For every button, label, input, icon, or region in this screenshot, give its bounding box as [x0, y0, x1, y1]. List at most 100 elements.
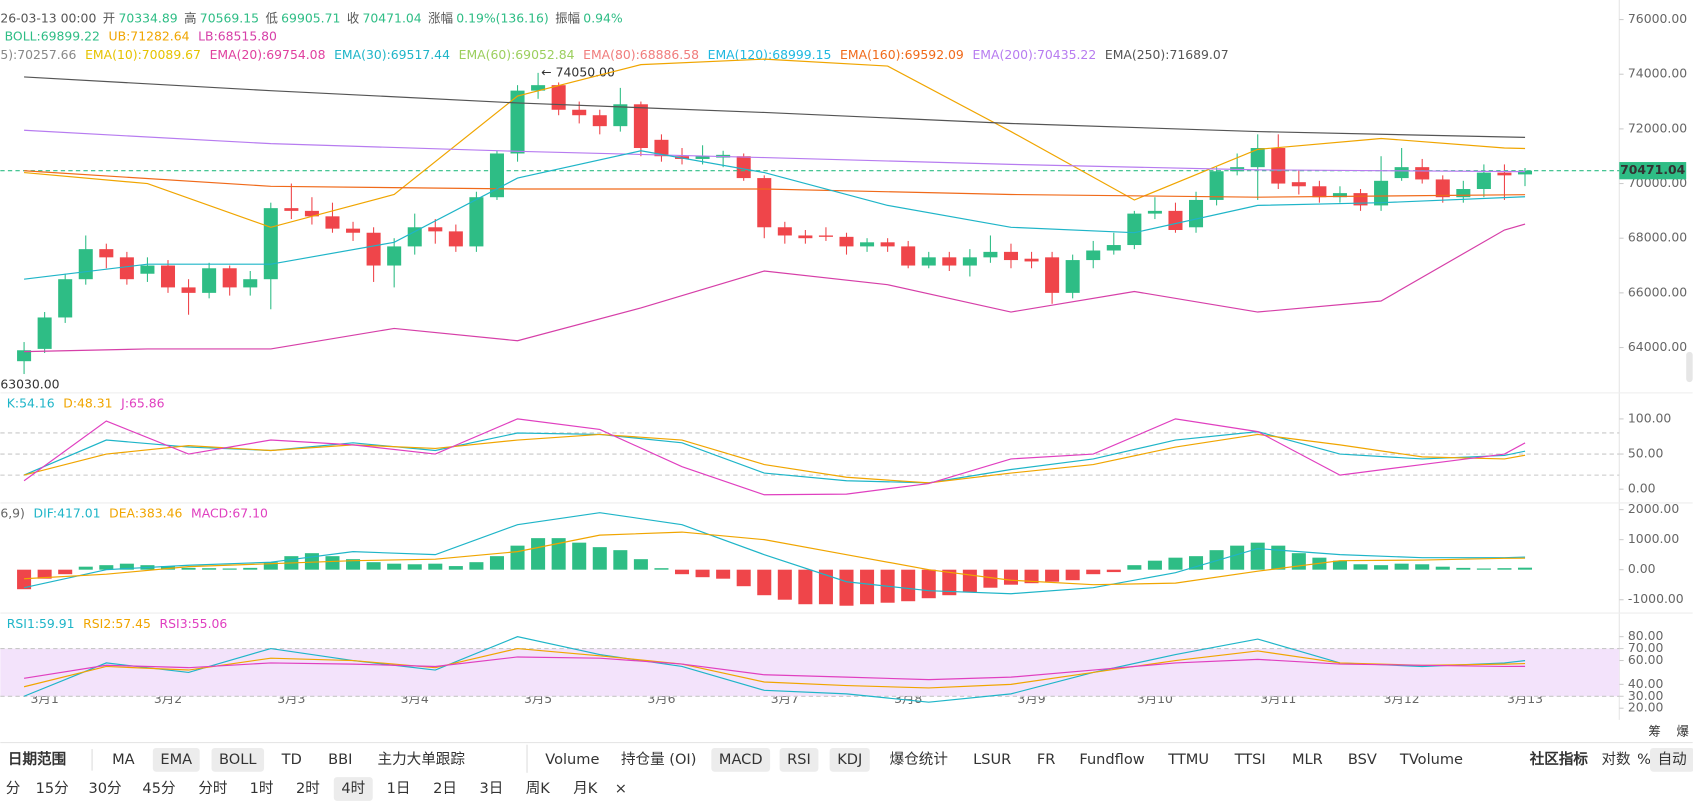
candle-body [1394, 167, 1409, 179]
legend-item: RSI1:59.91 [7, 615, 75, 630]
candle-body [942, 257, 957, 266]
y-tick-label: 80.00 [1628, 628, 1664, 643]
macd-bar [99, 565, 114, 570]
toolbar-button[interactable]: 2日 [433, 780, 457, 797]
toolbar-button[interactable]: 日期范围 [8, 750, 66, 768]
toolbar-button[interactable]: 3日 [479, 780, 503, 797]
rsi-band [0, 648, 1620, 697]
toolbar-button[interactable]: 1日 [387, 780, 411, 797]
toolbar-button[interactable]: 持仓量 (OI) [621, 751, 696, 768]
legend-item: EMA(10):70089.67 [85, 47, 201, 62]
macd-bar [1415, 564, 1430, 570]
legend-item: K:54.16 [7, 395, 55, 410]
macd-bar [921, 569, 936, 599]
toolbar-button[interactable]: TVolume [1399, 751, 1463, 768]
toolbar-button[interactable]: Volume [545, 751, 599, 768]
candle-body [37, 317, 52, 349]
candle-body [510, 90, 525, 154]
candle-body [1332, 193, 1347, 198]
toolbar-button[interactable]: TTMU [1167, 751, 1209, 768]
legend: K:54.16 D:48.31 J:65.86 [7, 395, 165, 410]
side-label[interactable]: 筹 [1648, 723, 1660, 738]
toolbar-button[interactable]: 自动 [1658, 751, 1687, 768]
toolbar-button[interactable]: BBI [328, 751, 352, 768]
header-value: 70334.89 [118, 10, 177, 25]
toolbar-button[interactable]: × [615, 780, 627, 797]
toolbar-button[interactable]: MA [112, 751, 135, 768]
toolbar-button[interactable]: 30分 [88, 780, 121, 797]
toolbar-button[interactable]: FR [1037, 751, 1056, 768]
candle-body [1086, 250, 1101, 261]
toolbar-button[interactable]: BOLL [219, 751, 257, 768]
candle-body [58, 279, 73, 318]
toolbar-button[interactable]: 对数 [1601, 751, 1631, 768]
candle-body [736, 156, 751, 179]
candle-body [469, 197, 484, 247]
toolbar-button[interactable]: 分时 [198, 780, 227, 797]
candle-body [1497, 172, 1512, 176]
macd-bar [1106, 569, 1121, 573]
toolbar-button[interactable]: % [1637, 751, 1651, 768]
toolbar-button[interactable]: 1时 [250, 780, 274, 797]
candle-body [777, 227, 792, 236]
toolbar-button[interactable]: 社区指标 [1529, 750, 1589, 768]
indicator-line [23, 636, 1526, 703]
legend-item: UB:71282.64 [109, 28, 190, 43]
macd-bar [1456, 567, 1471, 570]
toolbar-button[interactable]: 15分 [36, 780, 69, 797]
legend-item: EMA(120):68999.15 [708, 47, 832, 62]
side-handle[interactable] [1686, 351, 1693, 383]
macd-bar [243, 567, 258, 570]
candle-body [119, 257, 134, 280]
candle-body [1045, 257, 1060, 293]
toolbar-button[interactable]: EMA [160, 751, 192, 768]
indicator-line [23, 656, 1526, 681]
toolbar-button[interactable]: BSV [1348, 751, 1377, 768]
macd-bar [58, 569, 73, 575]
y-tick-label: 74000.00 [1628, 66, 1687, 81]
toolbar-button[interactable]: 45分 [142, 780, 175, 797]
macd-bar [551, 538, 566, 570]
header-value: 70471.04 [362, 10, 421, 25]
macd-bar [222, 568, 237, 570]
macd-bar [777, 569, 792, 600]
toolbar-button[interactable]: 分 [6, 780, 21, 797]
candle-body [1291, 182, 1306, 187]
macd-bar [17, 569, 32, 590]
candle-body [962, 257, 977, 266]
toolbar-button[interactable]: 主力大单跟踪 [378, 751, 466, 768]
toolbar-button[interactable]: 4时 [341, 780, 365, 797]
toolbar-button[interactable]: MACD [719, 751, 763, 768]
legend-item: DIF:417.01 [34, 505, 101, 520]
indicator-line [23, 418, 1526, 496]
macd-bar [160, 566, 176, 570]
toolbar-button[interactable]: TD [281, 751, 302, 768]
y-tick-label: 60.00 [1628, 652, 1664, 667]
side-label[interactable]: 爆 [1676, 723, 1689, 738]
macd-bar [1497, 568, 1512, 570]
candle-body [1168, 210, 1183, 231]
macd-bar [202, 568, 217, 570]
indicator-line [23, 433, 1526, 484]
candle-body [448, 231, 463, 247]
macd-bar [1476, 568, 1491, 570]
toolbar-button[interactable]: Fundflow [1079, 751, 1144, 768]
candle-body [1435, 179, 1450, 198]
toolbar-button[interactable]: MLR [1292, 751, 1323, 768]
header-label: 高 [184, 10, 196, 25]
toolbar-button[interactable]: 2时 [296, 780, 320, 797]
toolbar-button[interactable]: LSUR [973, 751, 1011, 768]
toolbar-button[interactable]: 月K [573, 780, 598, 797]
legend-item: EMA(200):70435.22 [972, 47, 1096, 62]
y-tick-label: 50.00 [1628, 446, 1664, 461]
macd-bar [531, 538, 546, 570]
toolbar-button[interactable]: 爆仓统计 [890, 751, 948, 768]
toolbar-button[interactable]: TTSI [1234, 751, 1266, 768]
macd-bar [716, 569, 731, 579]
macd-bar [325, 556, 340, 570]
toolbar-button[interactable]: KDJ [837, 751, 862, 768]
toolbar-button[interactable]: 周K [526, 780, 551, 797]
legend-item: RSI2:57.45 [83, 615, 151, 630]
candle-body [366, 232, 381, 266]
toolbar-button[interactable]: RSI [787, 751, 811, 768]
